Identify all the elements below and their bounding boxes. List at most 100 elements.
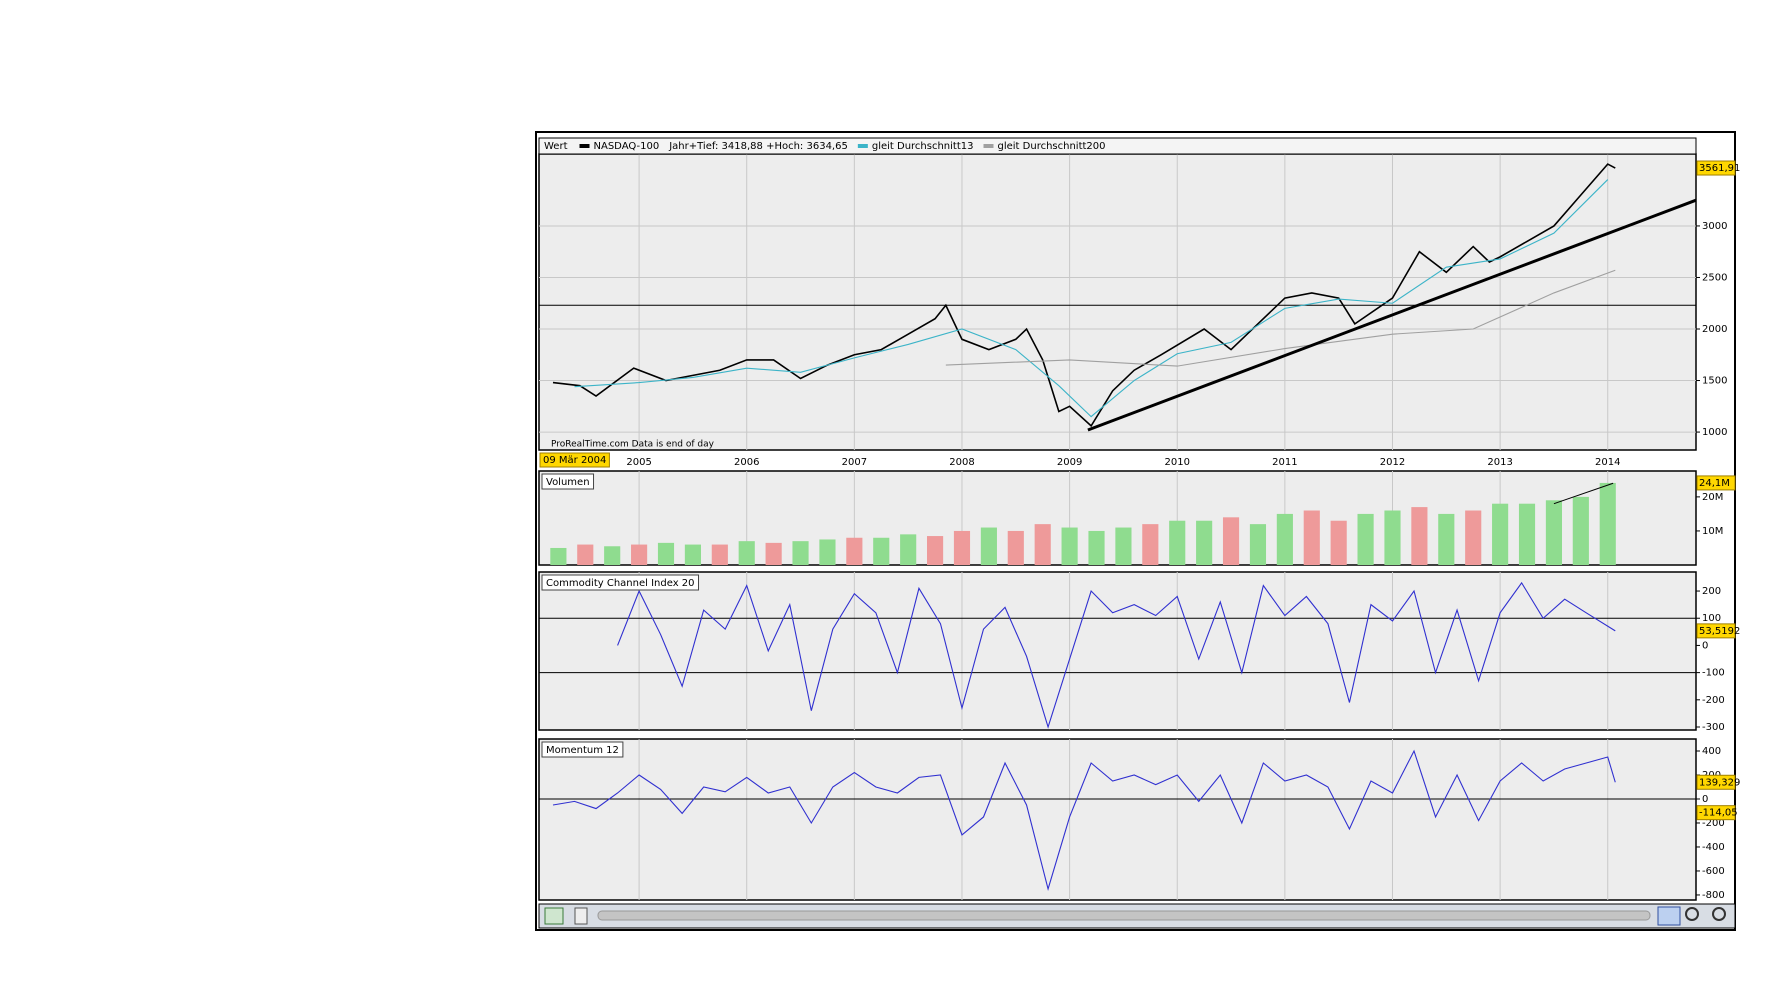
y-tick-label: -600 bbox=[1702, 866, 1725, 877]
legend-entry: gleit Durchschnitt200 bbox=[998, 141, 1106, 152]
cursor-date: 09 Mär 2004 bbox=[543, 455, 606, 466]
y-tick-label: 100 bbox=[1702, 613, 1721, 624]
volume-bar bbox=[980, 527, 997, 565]
x-tick-label: 2012 bbox=[1380, 457, 1405, 468]
volume-bar bbox=[711, 544, 728, 565]
volume-bar bbox=[1007, 530, 1024, 565]
legend-entry: gleit Durchschnitt13 bbox=[872, 141, 974, 152]
volume-bar bbox=[657, 542, 675, 565]
volume-bar bbox=[631, 544, 648, 565]
volume-bar bbox=[550, 547, 567, 565]
x-tick-label: 2009 bbox=[1057, 457, 1082, 468]
series-line bbox=[552, 749, 1616, 892]
toolbar-icon[interactable] bbox=[544, 907, 564, 925]
volume-bar bbox=[738, 541, 755, 565]
volume-bar bbox=[1599, 482, 1616, 565]
cursor-date-box bbox=[539, 452, 610, 468]
legend-label: Wert bbox=[544, 141, 568, 152]
panel-title: Commodity Channel Index 20 bbox=[546, 578, 695, 589]
volume-bar bbox=[1303, 510, 1320, 565]
plot-area bbox=[538, 738, 1697, 901]
volume-bar bbox=[1357, 513, 1374, 565]
volume-bar bbox=[1384, 510, 1401, 565]
volume-bar bbox=[1034, 524, 1051, 565]
y-tick-label: -300 bbox=[1702, 722, 1725, 733]
panel-title-box bbox=[541, 741, 624, 758]
source: ProRealTime.com Data is end of day bbox=[551, 440, 715, 450]
y-tick-label: 1500 bbox=[1702, 376, 1727, 387]
volume-bar bbox=[819, 539, 836, 565]
volume-bar bbox=[1492, 503, 1509, 565]
volume-bar bbox=[1142, 524, 1159, 565]
trend-line bbox=[1553, 482, 1614, 505]
volume-bar bbox=[684, 544, 701, 565]
y-tick-label: 2000 bbox=[1702, 324, 1727, 335]
toolbar-icon[interactable] bbox=[574, 907, 588, 925]
y-tick-label: 0 bbox=[1702, 640, 1708, 651]
y-tick-label: 10M bbox=[1702, 526, 1723, 537]
legend-swatch bbox=[579, 144, 590, 148]
y-tick-label: -100 bbox=[1702, 668, 1725, 679]
value-marker bbox=[1696, 623, 1736, 639]
series-line bbox=[552, 163, 1616, 428]
y-tick-label: 3000 bbox=[1702, 221, 1727, 232]
series-line bbox=[945, 269, 1616, 367]
volume-bar bbox=[1276, 513, 1293, 565]
volume-bar bbox=[1088, 530, 1105, 565]
volume-bar bbox=[1572, 496, 1589, 565]
panel-title: Volumen bbox=[546, 477, 590, 488]
value-marker bbox=[1696, 160, 1736, 176]
x-tick-label: 2014 bbox=[1595, 457, 1620, 468]
y-tick-label: -400 bbox=[1702, 842, 1725, 853]
x-tick-label: 2010 bbox=[1165, 457, 1190, 468]
legend-entry: NASDAQ-100 bbox=[594, 141, 660, 152]
volume-bar bbox=[1061, 527, 1078, 565]
panel-title: Momentum 12 bbox=[546, 745, 619, 756]
volume-bar bbox=[1465, 510, 1482, 565]
value-marker bbox=[1696, 774, 1736, 790]
x-tick-label: 2013 bbox=[1487, 457, 1512, 468]
y-tick-label: 1000 bbox=[1702, 427, 1727, 438]
scrollbar[interactable] bbox=[597, 910, 1651, 921]
value-marker-label: -114,05 bbox=[1699, 808, 1738, 819]
zoom-fit[interactable] bbox=[1657, 906, 1681, 926]
volume-bar bbox=[792, 541, 809, 565]
series-line bbox=[617, 581, 1616, 729]
volume-bar bbox=[577, 544, 594, 565]
volume-bar bbox=[1438, 513, 1455, 565]
plot-area bbox=[538, 571, 1697, 731]
y-tick-label: 2500 bbox=[1702, 272, 1727, 283]
legend-swatch bbox=[857, 144, 868, 148]
plot-area bbox=[538, 153, 1697, 451]
y-tick-label: -200 bbox=[1702, 695, 1725, 706]
value-marker-label: 53,5192 bbox=[1699, 626, 1740, 637]
value-marker-label: 24,1M bbox=[1699, 478, 1730, 489]
volume-bar bbox=[873, 537, 890, 565]
value-marker-label: 139,329 bbox=[1699, 777, 1740, 788]
x-tick-label: 2011 bbox=[1272, 457, 1297, 468]
volume-bar bbox=[765, 542, 782, 565]
value-marker bbox=[1696, 805, 1736, 821]
y-tick-label: -200 bbox=[1702, 818, 1725, 829]
y-tick-label: 400 bbox=[1702, 746, 1721, 757]
volume-bar bbox=[1169, 520, 1186, 565]
series-line bbox=[574, 179, 1609, 418]
y-tick-label: -800 bbox=[1702, 890, 1725, 901]
volume-bar bbox=[1196, 520, 1213, 565]
y-tick-label: 20M bbox=[1702, 492, 1723, 503]
toolbar bbox=[538, 903, 1736, 929]
volume-bar bbox=[1545, 500, 1563, 565]
trend-line bbox=[1087, 198, 1697, 432]
zoom-in[interactable] bbox=[1712, 907, 1726, 921]
zoom-out[interactable] bbox=[1685, 907, 1699, 921]
volume-bar bbox=[1411, 507, 1428, 565]
legend-swatch bbox=[983, 144, 994, 148]
panel-title-box bbox=[541, 574, 700, 591]
y-tick-label: 200 bbox=[1702, 586, 1721, 597]
x-tick-label: 2005 bbox=[626, 457, 651, 468]
y-tick-label: 0 bbox=[1702, 794, 1708, 805]
value-marker-label: 3561,91 bbox=[1699, 163, 1740, 174]
volume-bar bbox=[1222, 517, 1240, 565]
